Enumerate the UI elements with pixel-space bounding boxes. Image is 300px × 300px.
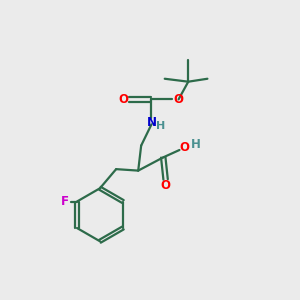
- Text: O: O: [180, 141, 190, 154]
- Text: F: F: [61, 195, 69, 208]
- Text: O: O: [160, 179, 171, 192]
- Text: O: O: [118, 93, 128, 106]
- Text: O: O: [173, 93, 183, 106]
- Text: H: H: [191, 138, 201, 151]
- Text: N: N: [146, 116, 157, 129]
- Text: H: H: [156, 121, 166, 131]
